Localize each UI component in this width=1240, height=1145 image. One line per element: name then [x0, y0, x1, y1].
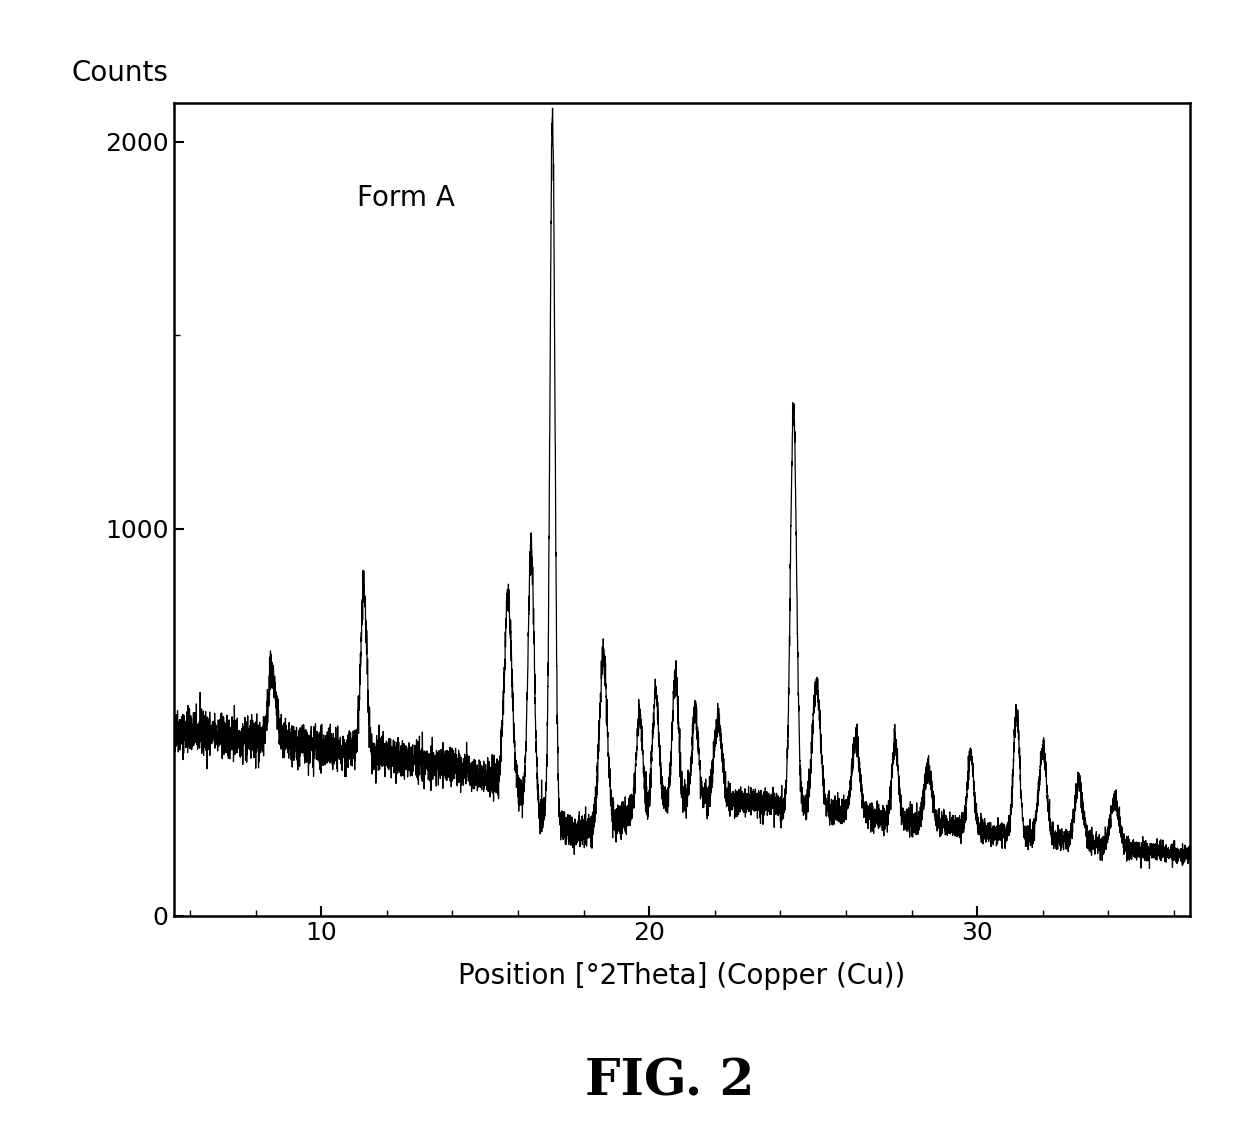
Text: Counts: Counts — [72, 58, 169, 87]
X-axis label: Position [°2Theta] (Copper (Cu)): Position [°2Theta] (Copper (Cu)) — [459, 962, 905, 989]
Text: Form A: Form A — [357, 184, 455, 212]
Text: FIG. 2: FIG. 2 — [585, 1058, 754, 1106]
